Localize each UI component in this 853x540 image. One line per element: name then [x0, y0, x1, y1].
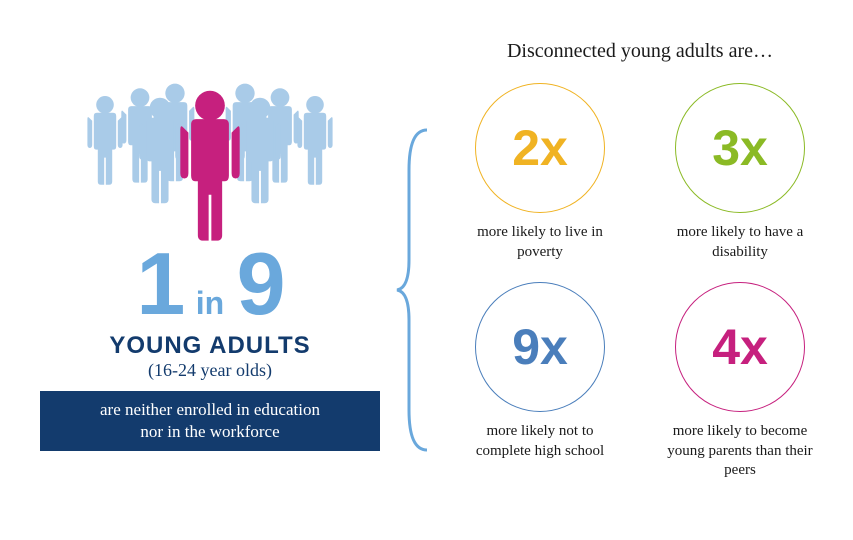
stat-label: more likely to have a disability: [660, 223, 820, 262]
stats-grid: 2x more likely to live in poverty 3x mor…: [450, 83, 830, 481]
stat-circle: 2x: [475, 83, 605, 213]
stat-label: more likely not to complete high school: [460, 422, 620, 461]
right-panel: Disconnected young adults are… 2x more l…: [450, 40, 830, 481]
banner-line2: nor in the workforce: [140, 422, 279, 441]
ratio-in: in: [196, 285, 224, 322]
people-icon-group: [60, 70, 360, 250]
young-adults-label: YOUNG ADULTS: [40, 332, 380, 360]
banner: are neither enrolled in education nor in…: [40, 391, 380, 451]
brace-icon: [395, 120, 435, 460]
stat-multiplier: 4x: [712, 318, 768, 376]
ratio-text: 1 in 9: [40, 240, 380, 328]
left-panel: 1 in 9 YOUNG ADULTS (16-24 year olds) ar…: [40, 70, 380, 451]
stat-multiplier: 2x: [512, 119, 568, 177]
ratio-one: 1: [136, 240, 183, 328]
stat-circle: 4x: [675, 282, 805, 412]
age-range-label: (16-24 year olds): [40, 360, 380, 381]
stat-multiplier: 9x: [512, 318, 568, 376]
stat-highschool: 9x more likely not to complete high scho…: [450, 282, 630, 481]
stat-disability: 3x more likely to have a disability: [650, 83, 830, 262]
stat-label: more likely to live in poverty: [460, 223, 620, 262]
ratio-nine: 9: [237, 240, 284, 328]
stat-circle: 9x: [475, 282, 605, 412]
stat-parents: 4x more likely to become young parents t…: [650, 282, 830, 481]
right-title: Disconnected young adults are…: [450, 40, 830, 63]
stat-multiplier: 3x: [712, 119, 768, 177]
stat-circle: 3x: [675, 83, 805, 213]
banner-line1: are neither enrolled in education: [100, 400, 320, 419]
stat-poverty: 2x more likely to live in poverty: [450, 83, 630, 262]
stat-label: more likely to become young parents than…: [660, 422, 820, 481]
